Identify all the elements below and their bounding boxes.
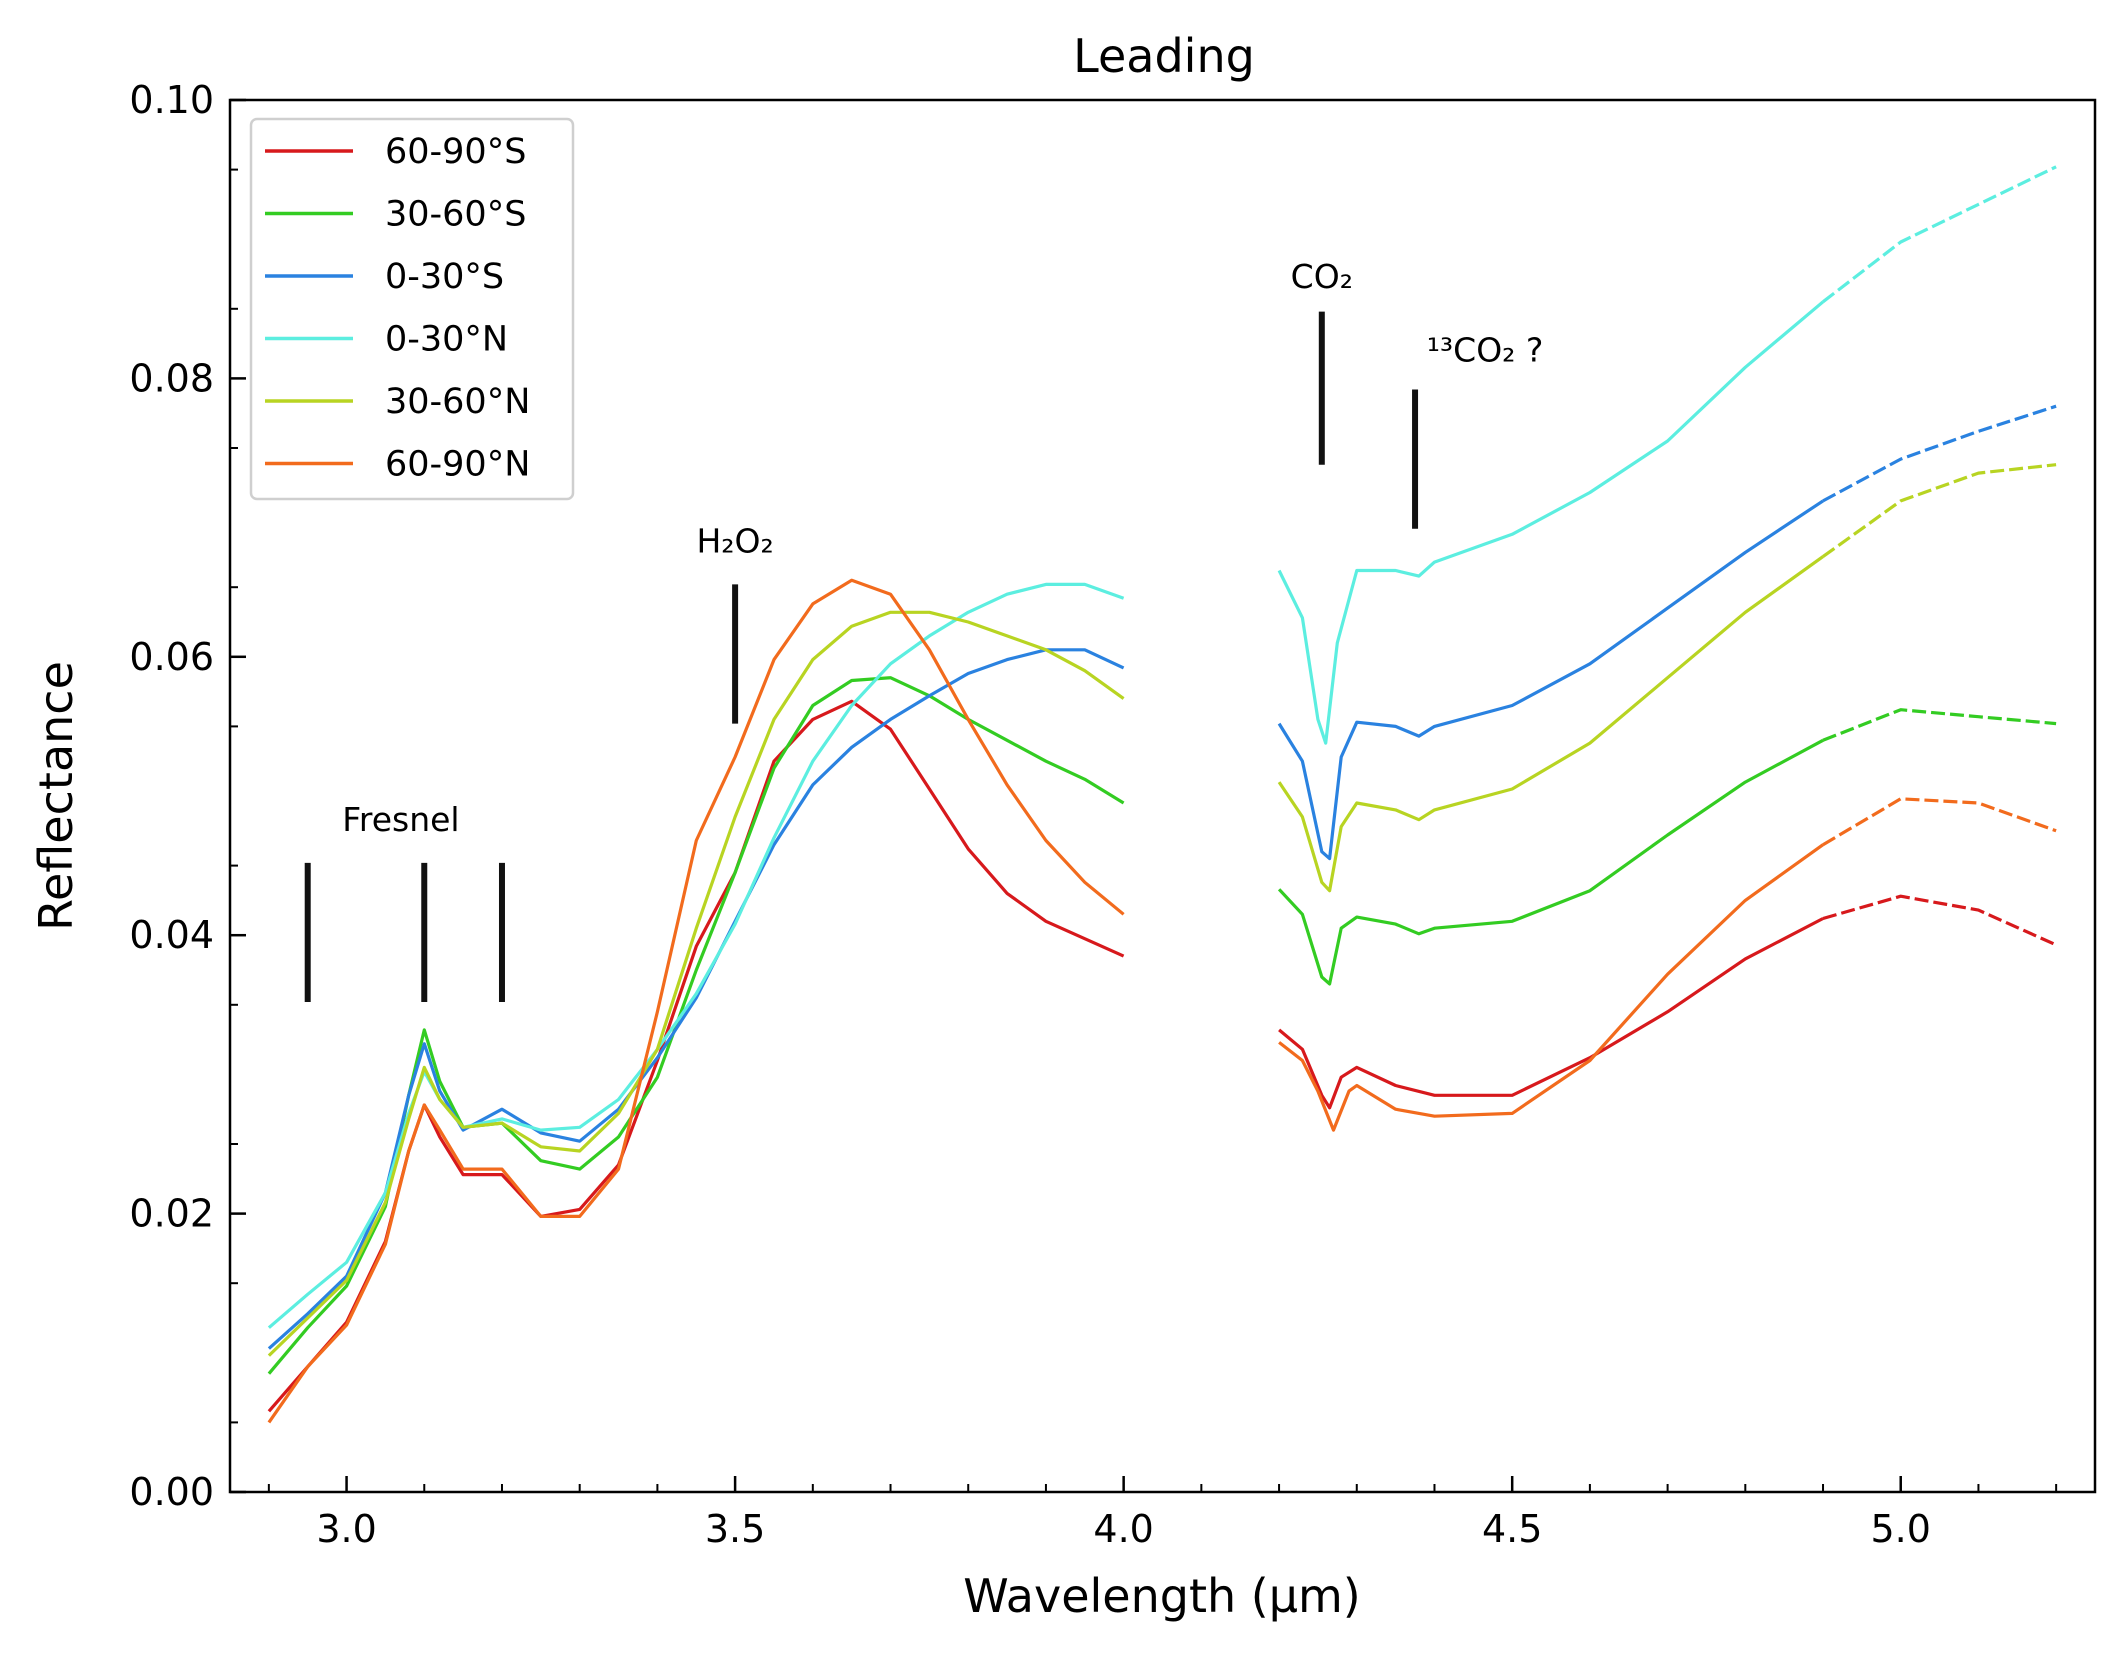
- plot-area: [228, 98, 2097, 1494]
- series-line-dashed: [1822, 894, 2057, 947]
- chart-title: Leading: [1073, 29, 1255, 83]
- y-tick-label: 0.06: [129, 635, 214, 679]
- annotation-label: Fresnel: [342, 800, 459, 839]
- annotation: ¹³CO₂ ?: [1412, 331, 1544, 529]
- series-0-30°S: [267, 404, 2057, 1350]
- annotation: H₂O₂: [696, 521, 774, 724]
- plot-frame: [228, 98, 2097, 1494]
- y-tick-label: 0.10: [129, 78, 214, 122]
- x-axis-label: Wavelength (μm): [963, 1569, 1360, 1623]
- y-tick-label: 0.04: [129, 913, 214, 957]
- series-line-segment: [267, 676, 1125, 1375]
- series-line-segment: [1277, 738, 1824, 986]
- series-line-segment: [1277, 300, 1825, 745]
- series-line-segment: [1278, 917, 1824, 1110]
- y-axis-label: Reflectance: [29, 661, 83, 931]
- legend-entries: 60-90°S 30-60°S 0-30°S 0-30°N 30-60°N 60-90°N: [265, 132, 530, 485]
- series-30-60°S: [267, 676, 2057, 1375]
- x-tick-label: 5.0: [1871, 1507, 1931, 1551]
- y-tick-label: 0.08: [129, 356, 214, 400]
- legend-label: 0-30°N: [385, 320, 508, 360]
- series-line-segment: [1277, 499, 1824, 861]
- legend-label: 30-60°S: [385, 195, 526, 235]
- series-line-dashed: [1822, 404, 2057, 503]
- series-line-segment: [1278, 843, 1824, 1132]
- x-axis-ticks: 3.0 3.5 4.0 4.5 5.0: [267, 1476, 2058, 1551]
- legend-label: 60-90°N: [385, 445, 530, 485]
- legend-label: 0-30°S: [385, 257, 504, 297]
- series-line-dashed: [1822, 797, 2057, 847]
- y-axis-ticks: 0.00 0.02 0.04 0.06 0.08 0.10: [129, 78, 246, 1514]
- y-tick-label: 0.02: [129, 1192, 214, 1236]
- legend: 60-90°S 30-60°S 0-30°S 0-30°N 30-60°N 60-90°N: [249, 117, 575, 501]
- annotation: CO₂: [1291, 257, 1353, 465]
- series-lines: [267, 165, 2057, 1424]
- x-tick-label: 4.0: [1093, 1507, 1153, 1551]
- series-line-segment: [267, 648, 1125, 1350]
- annotation-label: ¹³CO₂ ?: [1427, 331, 1544, 370]
- series-60-90°S: [267, 699, 2057, 1413]
- legend-label: 60-90°S: [385, 132, 526, 172]
- series-line-segment: [267, 610, 1125, 1357]
- x-tick-label: 3.0: [316, 1507, 376, 1551]
- series-30-60°N: [267, 463, 2057, 1357]
- annotation-label: CO₂: [1291, 257, 1353, 296]
- series-line-segment: [1277, 555, 1824, 893]
- series-line-dashed: [1822, 708, 2057, 742]
- series-60-90°N: [267, 578, 2057, 1424]
- legend-box: [249, 117, 575, 501]
- x-tick-label: 3.5: [705, 1507, 765, 1551]
- x-tick-label: 4.5: [1482, 1507, 1542, 1551]
- annotation-label: H₂O₂: [696, 521, 773, 560]
- y-tick-label: 0.00: [129, 1470, 214, 1514]
- series-line-dashed: [1822, 463, 2057, 558]
- series-line-segment: [267, 582, 1125, 1329]
- legend-label: 30-60°N: [385, 382, 530, 422]
- series-line-dashed: [1822, 165, 2057, 304]
- series-line-segment: [267, 578, 1125, 1424]
- annotations: Fresnel H₂O₂ CO₂ ¹³CO₂ ?: [304, 257, 1544, 1003]
- annotation: Fresnel: [304, 800, 505, 1003]
